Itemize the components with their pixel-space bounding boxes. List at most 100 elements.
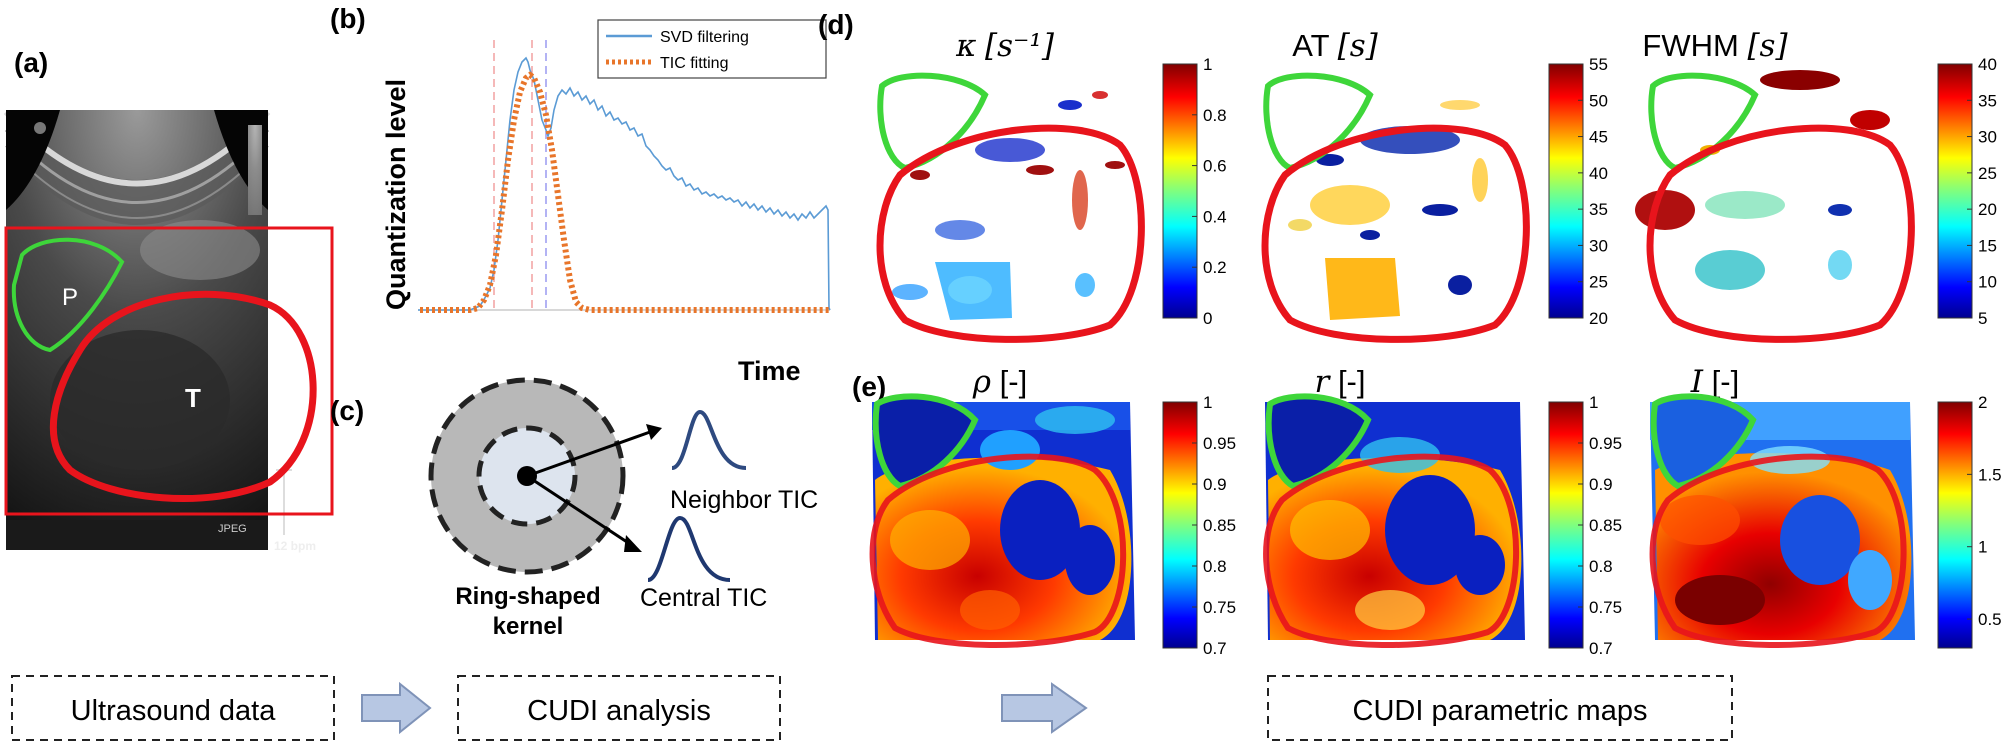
kappa-roi-p (877, 72, 989, 172)
colorbar-tick-label: 5 (1978, 309, 1987, 328)
colorbar-tick-label: 0 (1203, 309, 1212, 328)
rho-roi-p (872, 393, 979, 490)
at-roi-p (1263, 72, 1374, 172)
svd-filtering-line (418, 56, 831, 311)
map-at-title: AT [s] (1292, 28, 1378, 64)
colorbar-tick-label: 55 (1589, 55, 1608, 74)
r-roi-p (1265, 393, 1372, 490)
colorbar-tick-label: 1 (1203, 55, 1212, 74)
roi-tumor-outline (49, 290, 317, 503)
axis-x-label: Time (738, 356, 801, 386)
kappa-colorbar-ticks: 1 0.8 0.6 0.4 0.2 0 (1192, 55, 1227, 328)
axis-y-label: Quantization level (381, 79, 411, 310)
map-rho: ρ [-] 1 0.95 0.9 0.85 0.8 0.75 0.7 (869, 364, 1236, 658)
r-roi-tumor (1263, 453, 1520, 649)
colorbar-tick-label: 15 (1978, 236, 1997, 255)
colorbar-tick-label: 0.7 (1589, 639, 1613, 658)
colorbar-tick-label: 2 (1978, 393, 1987, 412)
i-roi-tumor (1649, 453, 1907, 649)
at-colorbar-ticks: 55 50 45 40 35 30 25 20 (1578, 55, 1608, 328)
map-r: r [-] 1 0.95 0.9 0.85 0.8 0.75 0.7 (1263, 364, 1622, 658)
central-tic-label: Central TIC (640, 584, 767, 612)
colorbar-tick-label: 50 (1589, 91, 1608, 110)
workflow-label-analysis: CUDI analysis (527, 695, 711, 727)
rho-colorbar (1162, 401, 1198, 649)
colorbar-tick-label: 0.8 (1203, 557, 1227, 576)
at-roi-tumor (1261, 124, 1530, 343)
workflow-row: Ultrasound data CUDI analysis CUDI param… (11, 675, 1733, 741)
colorbar-tick-label: 0.8 (1203, 106, 1227, 125)
colorbar-tick-label: 20 (1589, 309, 1608, 328)
central-tic-curve (647, 515, 731, 582)
colorbar-tick-label: 40 (1978, 55, 1997, 74)
legend-svd-label: SVD filtering (660, 29, 749, 46)
rho-colorbar-ticks: 1 0.95 0.9 0.85 0.8 0.75 0.7 (1192, 393, 1236, 658)
colorbar-tick-label: 25 (1589, 273, 1608, 292)
colorbar-tick-label: 1 (1589, 393, 1598, 412)
fwhm-roi-tumor (1646, 124, 1915, 343)
roi-frame (4, 226, 334, 516)
ring-kernel-diagram (428, 377, 747, 582)
ultrasound-image: JPEG 12 bpm (3, 109, 316, 553)
workflow-label-maps: CUDI parametric maps (1353, 695, 1648, 727)
colorbar-tick-label: 20 (1978, 200, 1997, 219)
at-colorbar (1548, 63, 1584, 319)
tic-plot: SVD filtering TIC fitting (418, 19, 831, 313)
colorbar-tick-label: 0.95 (1589, 434, 1622, 453)
colorbar-tick-label: 30 (1589, 236, 1608, 255)
jpeg-text: JPEG (218, 523, 247, 535)
map-fwhm-title: FWHM [s] (1642, 28, 1788, 64)
colorbar-tick-label: 0.9 (1203, 475, 1227, 494)
kappa-colorbar (1162, 63, 1198, 319)
colorbar-tick-label: 0.9 (1589, 475, 1613, 494)
kappa-roi-tumor (876, 124, 1145, 343)
colorbar-tick-label: 35 (1978, 91, 1997, 110)
colorbar-tick-label: 30 (1978, 128, 1997, 147)
rho-roi-tumor (869, 453, 1127, 649)
bpm-text: 12 bpm (274, 539, 316, 553)
colorbar-tick-label: 0.5 (1978, 610, 2002, 629)
workflow-label-ultrasound: Ultrasound data (71, 695, 277, 727)
map-rho-title: ρ [-] (972, 364, 1027, 400)
workflow-box-ultrasound (11, 675, 335, 741)
colorbar-tick-label: 0.6 (1203, 157, 1227, 176)
roi-t-label: T (185, 383, 201, 413)
workflow-box-maps (1267, 675, 1733, 741)
panel-e-label: (e) (852, 371, 886, 402)
roi-p-label: P (62, 284, 78, 311)
plot-legend (597, 19, 827, 79)
colorbar-tick-label: 0.95 (1203, 434, 1236, 453)
colorbar-tick-label: 1.5 (1978, 465, 2002, 484)
colorbar-tick-label: 0.2 (1203, 258, 1227, 277)
map-at: AT [s] 55 50 45 40 35 30 25 20 (1261, 28, 1608, 343)
neighbor-tic-curve (671, 409, 747, 470)
r-colorbar (1548, 401, 1584, 649)
map-fwhm: FWHM [s] 40 35 30 25 20 15 10 5 (1635, 28, 1997, 343)
map-r-title: r [-] (1314, 364, 1365, 400)
colorbar-tick-label: 0.8 (1589, 557, 1613, 576)
workflow-arrow-1 (361, 681, 432, 735)
colorbar-tick-label: 25 (1978, 164, 1997, 183)
colorbar-tick-label: 10 (1978, 273, 1997, 292)
kernel-label-line2: kernel (493, 613, 564, 640)
r-colorbar-ticks: 1 0.95 0.9 0.85 0.8 0.75 0.7 (1578, 393, 1622, 658)
map-i-title: I [-] (1690, 364, 1739, 400)
roi-p-outline (11, 237, 125, 353)
colorbar-tick-label: 0.7 (1203, 639, 1227, 658)
panel-a-label: (a) (14, 47, 48, 78)
workflow-arrow-2 (1001, 682, 1088, 734)
map-i: I [-] 2 1.5 1 0.5 (1649, 364, 2002, 649)
legend-tic-label: TIC fitting (660, 55, 728, 72)
colorbar-tick-label: 0.75 (1203, 598, 1236, 617)
kernel-label-line1: Ring-shaped (455, 583, 600, 610)
fwhm-colorbar-ticks: 40 35 30 25 20 15 10 5 (1967, 55, 1997, 328)
panel-d-label: (d) (818, 9, 854, 40)
colorbar-tick-label: 1 (1203, 393, 1212, 412)
colorbar-tick-label: 40 (1589, 164, 1608, 183)
colorbar-tick-label: 45 (1589, 128, 1608, 147)
i-colorbar (1937, 401, 1973, 649)
colorbar-tick-label: 1 (1978, 538, 1987, 557)
workflow-box-analysis (457, 675, 781, 741)
tic-fitting-line (420, 71, 830, 313)
